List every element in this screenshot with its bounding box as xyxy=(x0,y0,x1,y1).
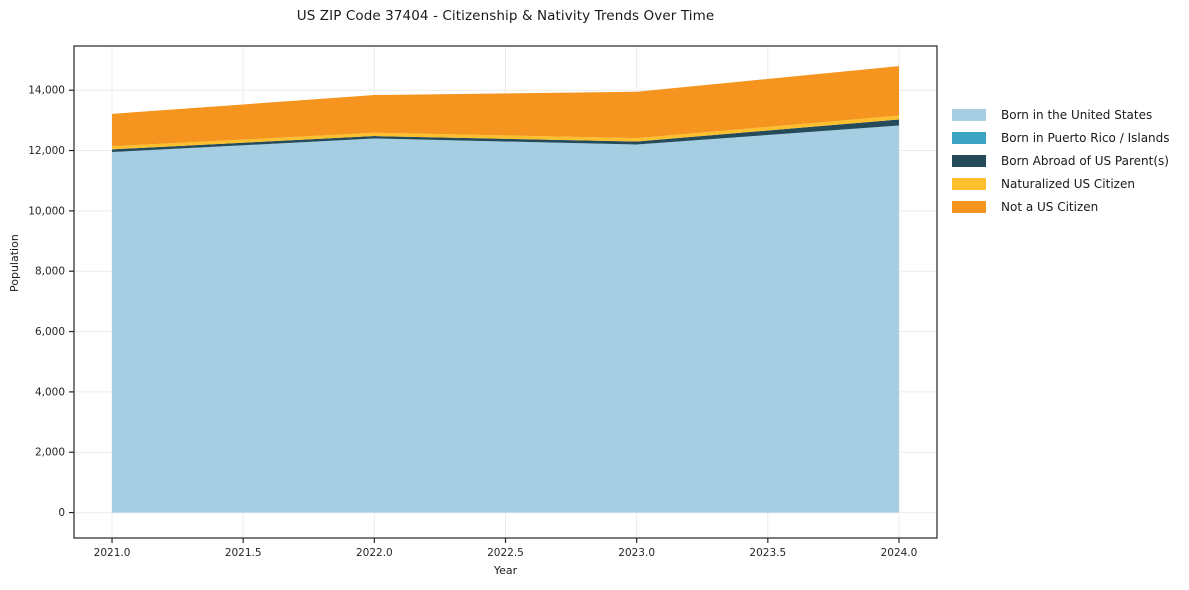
y-tick-label: 0 xyxy=(58,507,65,519)
legend-swatch xyxy=(952,154,986,167)
x-tick-label: 2024.0 xyxy=(881,547,918,559)
legend-label: Born Abroad of US Parent(s) xyxy=(1001,153,1169,168)
legend-swatch xyxy=(952,177,986,190)
x-tick-label: 2022.0 xyxy=(356,547,393,559)
legend-swatch xyxy=(952,132,986,145)
legend-item: Born Abroad of US Parent(s) xyxy=(952,150,1170,173)
legend-label: Not a US Citizen xyxy=(1001,199,1099,214)
x-tick-label: 2021.0 xyxy=(94,547,131,559)
y-tick-label: 8,000 xyxy=(35,266,65,278)
y-tick-label: 4,000 xyxy=(35,386,65,398)
area-series xyxy=(112,115,899,150)
y-tick-label: 6,000 xyxy=(35,326,65,338)
area-series xyxy=(112,119,899,153)
x-tick-label: 2021.5 xyxy=(225,547,262,559)
legend-item: Born in Puerto Rico / Islands xyxy=(952,127,1170,150)
x-tick-label: 2022.5 xyxy=(487,547,524,559)
legend-item: Born in the United States xyxy=(952,104,1170,127)
legend-label: Naturalized US Citizen xyxy=(1001,176,1135,191)
x-axis-label: Year xyxy=(493,564,518,577)
area-series xyxy=(112,66,899,147)
legend-swatch xyxy=(952,109,986,122)
y-tick-label: 2,000 xyxy=(35,447,65,459)
legend-label: Born in Puerto Rico / Islands xyxy=(1001,131,1170,146)
chart-title: US ZIP Code 37404 - Citizenship & Nativi… xyxy=(296,8,715,24)
x-tick-label: 2023.5 xyxy=(749,547,786,559)
y-tick-label: 10,000 xyxy=(28,205,65,217)
legend-swatch xyxy=(952,200,986,213)
y-tick-label: 12,000 xyxy=(28,145,65,157)
legend-label: Born in the United States xyxy=(1001,108,1153,123)
legend: Born in the United States Born in Puerto … xyxy=(952,104,1170,218)
legend-item: Naturalized US Citizen xyxy=(952,172,1170,195)
area-series xyxy=(112,125,899,513)
y-tick-label: 14,000 xyxy=(28,85,65,97)
x-tick-label: 2023.0 xyxy=(618,547,655,559)
legend-item: Not a US Citizen xyxy=(952,195,1170,218)
